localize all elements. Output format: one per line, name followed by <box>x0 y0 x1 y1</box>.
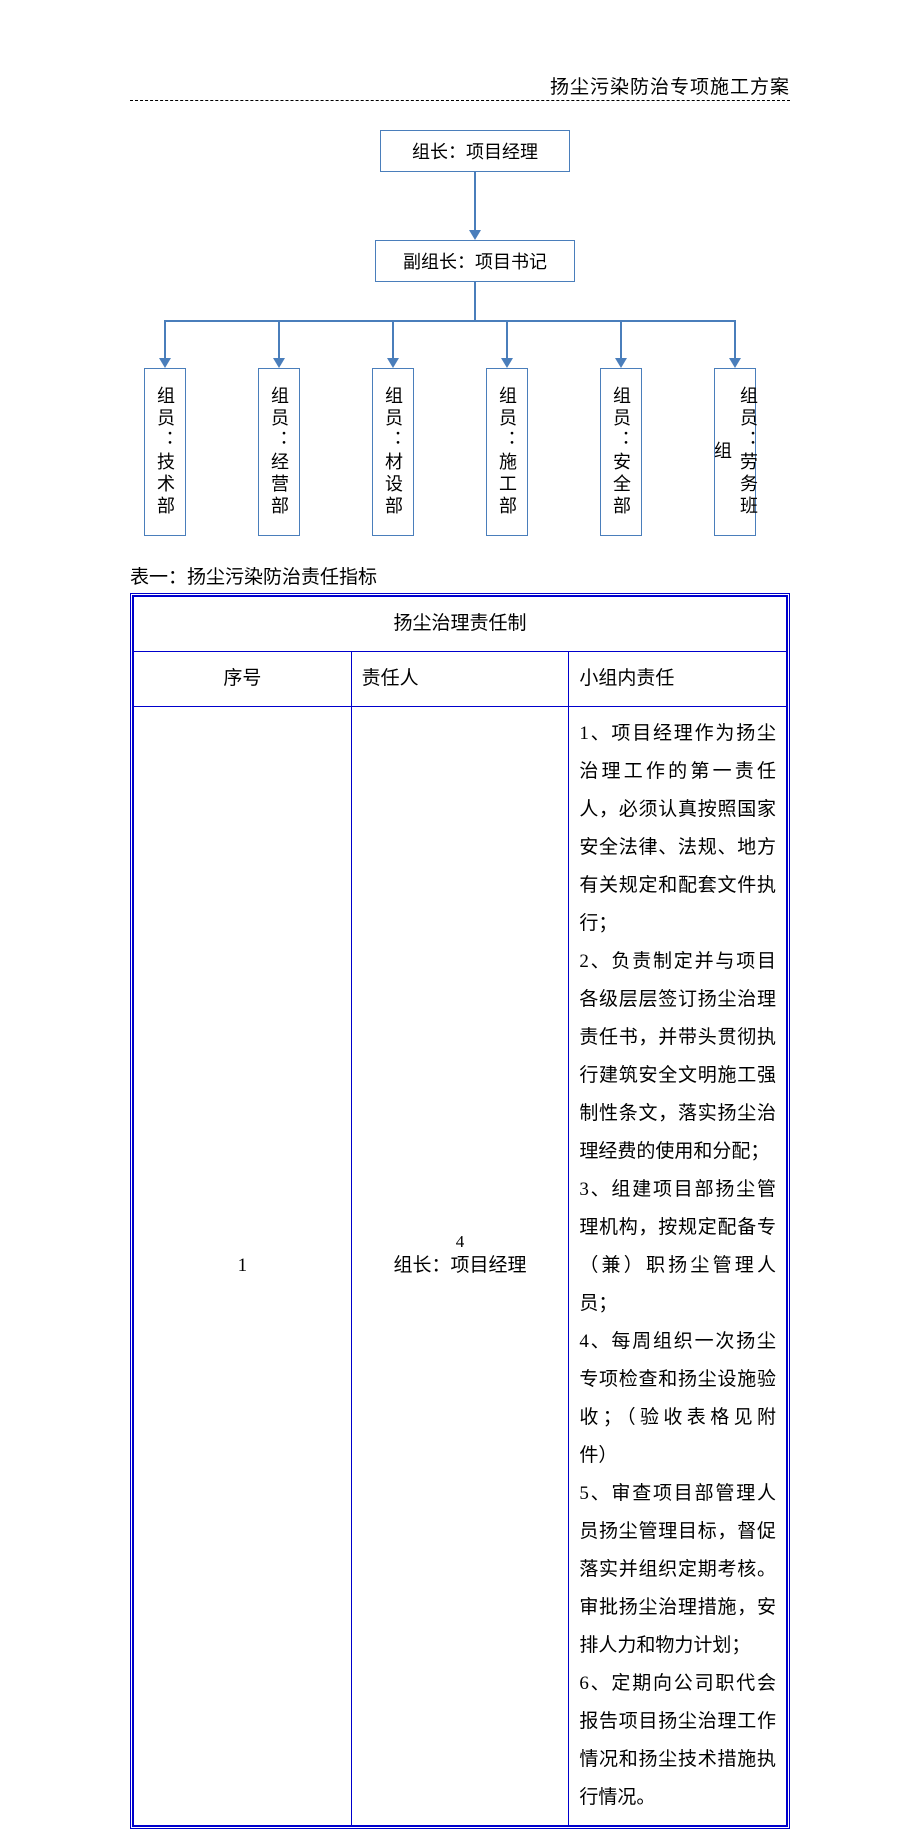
org-member-label: 组员：劳务班组 <box>709 379 761 525</box>
org-arrow-line <box>474 282 476 320</box>
table-cell-seq: 1 <box>134 707 352 1826</box>
org-connector-horizontal <box>164 320 736 322</box>
responsibility-table-wrap: 扬尘治理责任制 序号 责任人 小组内责任 1 组长：项目经理 1、项目经理作为扬… <box>130 593 790 1829</box>
org-arrow-head <box>387 358 399 368</box>
table-header-seq: 序号 <box>134 652 352 707</box>
org-drop-line <box>506 320 508 358</box>
org-arrow-head <box>501 358 513 368</box>
table-header-person: 责任人 <box>351 652 569 707</box>
org-deputy-label: 副组长：项目书记 <box>403 248 547 274</box>
org-deputy-box: 副组长：项目书记 <box>375 240 575 282</box>
table-cell-person: 组长：项目经理 <box>351 707 569 1826</box>
org-arrow-line <box>474 172 476 230</box>
org-leader-box: 组长：项目经理 <box>380 130 570 172</box>
table-title-row: 扬尘治理责任制 <box>134 597 787 652</box>
org-member-label: 组员：材设部 <box>380 386 406 518</box>
org-member-label: 组员：施工部 <box>494 386 520 518</box>
org-member-box: 组员：施工部 <box>486 368 528 536</box>
org-leader-label: 组长：项目经理 <box>412 138 538 164</box>
org-member-box: 组员：经营部 <box>258 368 300 536</box>
org-member-box: 组员：劳务班组 <box>714 368 756 536</box>
org-arrow-head <box>273 358 285 368</box>
table-cell-duty: 1、项目经理作为扬尘治理工作的第一责任人，必须认真按照国家安全法律、法规、地方有… <box>569 707 787 1826</box>
org-chart: 组长：项目经理 副组长：项目书记 组员：技术部 组员：经营部 <box>130 130 790 550</box>
org-drop-line <box>734 320 736 358</box>
org-arrow-head <box>469 230 481 240</box>
table-row: 1 组长：项目经理 1、项目经理作为扬尘治理工作的第一责任人，必须认真按照国家安… <box>134 707 787 1826</box>
org-member-box: 组员：技术部 <box>144 368 186 536</box>
org-drop-line <box>278 320 280 358</box>
org-member-label: 组员：安全部 <box>608 386 634 518</box>
responsibility-table: 扬尘治理责任制 序号 责任人 小组内责任 1 组长：项目经理 1、项目经理作为扬… <box>133 596 787 1826</box>
table-header-duty: 小组内责任 <box>569 652 787 707</box>
page-header-title: 扬尘污染防治专项施工方案 <box>550 72 790 99</box>
header-rule <box>130 100 790 101</box>
org-member-label: 组员：技术部 <box>152 386 178 518</box>
org-member-box: 组员：材设部 <box>372 368 414 536</box>
org-arrow-head <box>729 358 741 368</box>
org-member-label: 组员：经营部 <box>266 386 292 518</box>
table-header-row: 序号 责任人 小组内责任 <box>134 652 787 707</box>
org-drop-line <box>392 320 394 358</box>
page: 扬尘污染防治专项施工方案 组长：项目经理 副组长：项目书记 组员 <box>0 0 920 1302</box>
org-drop-line <box>620 320 622 358</box>
org-arrow-head <box>615 358 627 368</box>
org-arrow-head <box>159 358 171 368</box>
org-member-box: 组员：安全部 <box>600 368 642 536</box>
org-drop-line <box>164 320 166 358</box>
table-title-cell: 扬尘治理责任制 <box>134 597 787 652</box>
table-caption: 表一：扬尘污染防治责任指标 <box>130 562 377 589</box>
page-number: 4 <box>0 1232 920 1252</box>
